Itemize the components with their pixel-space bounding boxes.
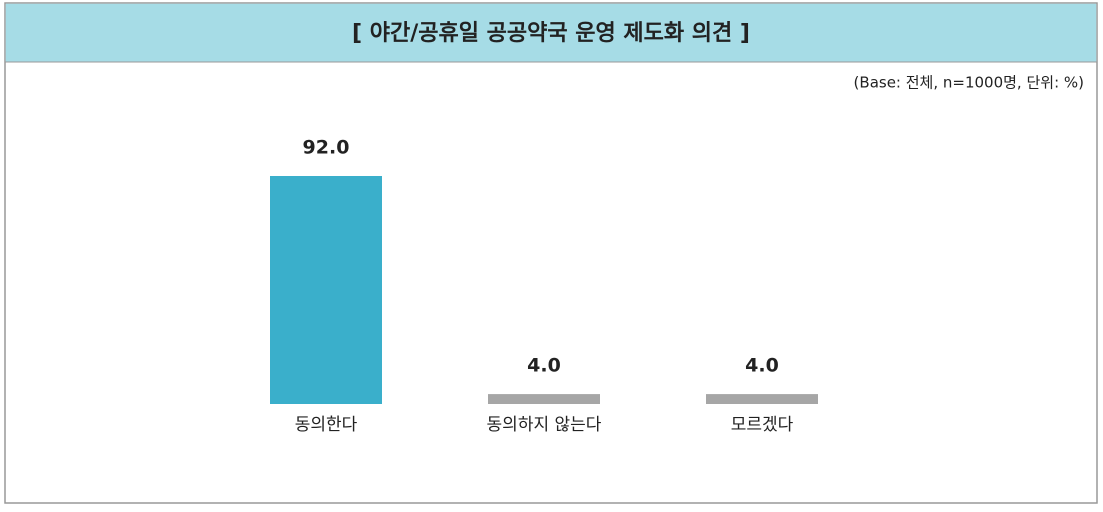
x-tick-label: 모르겠다 xyxy=(731,415,794,435)
value-label: 92.0 xyxy=(303,137,350,159)
bar xyxy=(270,176,382,404)
bar xyxy=(488,394,600,404)
header-band xyxy=(5,3,1097,62)
chart-title: [ 야간/공휴일 공공약국 운영 제도화 의견 ] xyxy=(352,21,750,46)
value-label: 4.0 xyxy=(527,355,561,377)
value-label: 4.0 xyxy=(745,355,779,377)
frame xyxy=(4,2,1098,504)
bar xyxy=(706,394,818,404)
chart-subtitle: (Base: 전체, n=1000명, 단위: %) xyxy=(854,74,1084,92)
x-tick-label: 동의하지 않는다 xyxy=(487,415,602,435)
x-tick-label: 동의한다 xyxy=(295,415,358,435)
